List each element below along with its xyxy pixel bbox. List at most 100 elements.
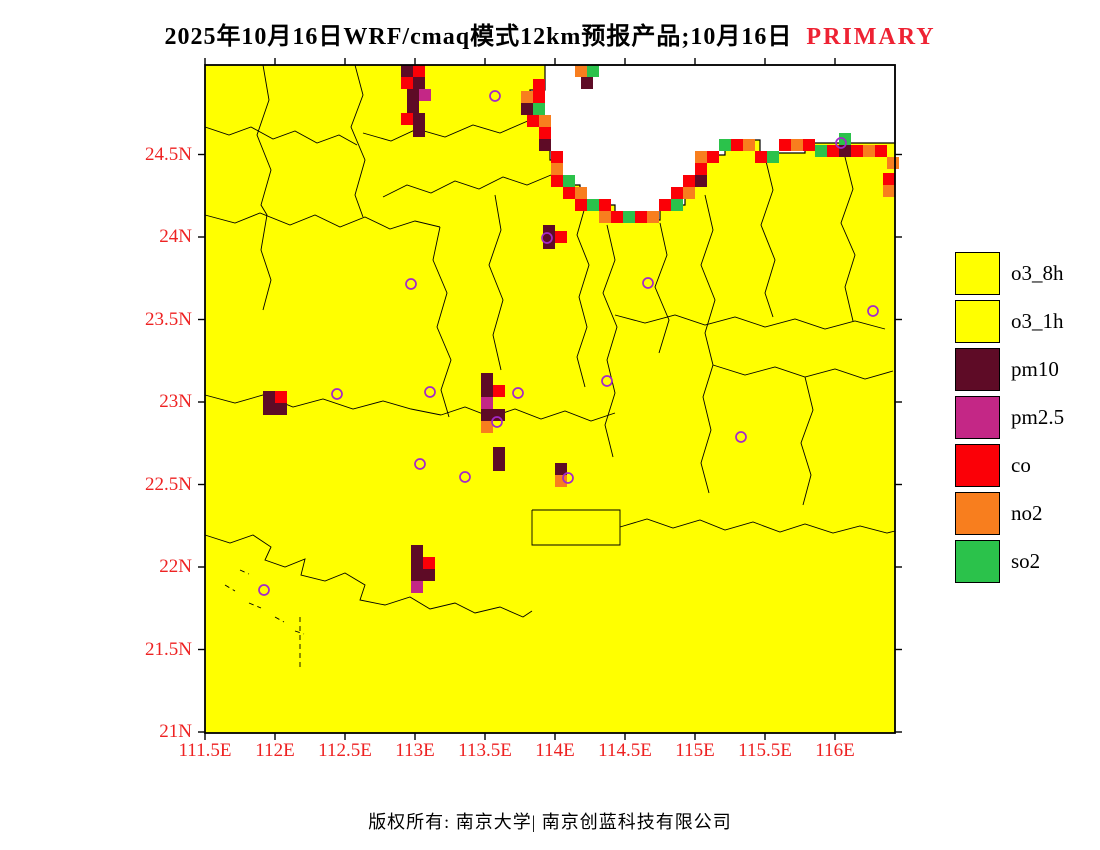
map-cell-pm10 (543, 225, 555, 237)
city-marker (405, 278, 417, 290)
map-cell-co (563, 187, 575, 199)
lat-tick-label: 22.5N (145, 473, 192, 495)
legend-label: o3_1h (1011, 309, 1064, 333)
city-marker (491, 416, 503, 428)
city-marker (512, 387, 524, 399)
map-cell-co (671, 187, 683, 199)
boundary-line (531, 509, 621, 546)
map-cell-no2 (647, 211, 659, 223)
map-cell-co (827, 145, 839, 157)
map-cell-so2 (767, 151, 779, 163)
map-cell-co (533, 79, 545, 91)
legend-item: no2 (955, 492, 1064, 535)
map-cell-pm10 (407, 89, 419, 101)
boundary-line (576, 206, 590, 388)
map-cell-pm10 (413, 77, 425, 89)
map-cell-no2 (695, 151, 707, 163)
city-marker (424, 386, 436, 398)
map-cell-no2 (743, 139, 755, 151)
lon-tick-label: 114E (535, 740, 575, 761)
boundary-line (204, 534, 533, 618)
legend-label: no2 (1011, 501, 1043, 525)
map-cell-co (551, 175, 563, 187)
boundary-line (840, 156, 856, 322)
map-cell-no2 (481, 421, 493, 433)
map-cell-pm10 (413, 113, 425, 125)
map-cell-co (731, 139, 743, 151)
lon-tick-label: 112.5E (318, 740, 372, 761)
copyright: 版权所有: 南京大学| 南京创蓝科技有限公司 (368, 812, 732, 832)
page-title: 2025年10月16日WRF/cmaq模式12km预报产品;10月16日 PRIM… (0, 16, 1100, 51)
boundary-line (248, 602, 262, 609)
map-cell-pm10 (263, 391, 275, 403)
boundary-line (204, 394, 442, 416)
forecast-map (198, 58, 902, 740)
map-cell-co (779, 139, 791, 151)
map-cell-pm10 (401, 65, 413, 77)
map-cell-pm10 (539, 139, 551, 151)
map-cell-so2 (815, 145, 827, 157)
city-marker (735, 431, 747, 443)
boundary-line (432, 226, 452, 418)
lon-tick-label: 115E (675, 740, 715, 761)
boundary-line (294, 630, 305, 635)
map-area (198, 58, 902, 740)
city-marker (601, 375, 613, 387)
map-cell-co (659, 199, 671, 211)
legend: o3_8h o3_1h pm10 pm2.5 co no2 so2 (955, 252, 1064, 588)
legend-item: pm2.5 (955, 396, 1064, 439)
map-cell-pm10 (413, 125, 425, 137)
map-cell-no2 (683, 187, 695, 199)
boundary-line (256, 64, 272, 311)
legend-swatch (955, 492, 1000, 535)
map-cell-no2 (883, 185, 895, 197)
map-cell-pm10 (493, 459, 505, 471)
city-marker (331, 388, 343, 400)
map-cell-co (883, 173, 895, 185)
boundary-line (204, 212, 441, 230)
map-cell-so2 (671, 199, 683, 211)
map-cell-no2 (599, 211, 611, 223)
boundary-line (204, 126, 358, 146)
map-cell-co (533, 91, 545, 103)
map-cell-no2 (521, 91, 533, 103)
legend-swatch (955, 444, 1000, 487)
legend-swatch (955, 252, 1000, 295)
map-cell-pm2.5 (419, 89, 431, 101)
lon-tick-label: 116E (815, 740, 855, 761)
map-cell-co (683, 175, 695, 187)
legend-swatch (955, 540, 1000, 583)
boundary-line (239, 569, 250, 575)
lon-tick-label: 113E (395, 740, 435, 761)
map-cell-so2 (587, 199, 599, 211)
map-cell-pm10 (411, 545, 423, 557)
legend-label: so2 (1011, 549, 1041, 573)
map-cell-co (555, 231, 567, 243)
map-cell-co (401, 113, 413, 125)
map-cell-pm2.5 (481, 397, 493, 409)
map-cell-pm10 (423, 569, 435, 581)
map-cell-no2 (575, 187, 587, 199)
map-cell-co (635, 211, 647, 223)
city-marker (562, 472, 574, 484)
legend-item: pm10 (955, 348, 1064, 391)
boundary-line (440, 406, 616, 422)
boundary-line (382, 174, 552, 198)
legend-swatch (955, 396, 1000, 439)
boundary-line (619, 518, 896, 534)
map-cell-pm10 (493, 447, 505, 459)
primary-pollutant-label: PRIMARY (806, 24, 936, 50)
map-cell-co (539, 127, 551, 139)
map-cell-co (707, 151, 719, 163)
map-cell-no2 (539, 115, 551, 127)
lon-tick-label: 113.5E (458, 740, 512, 761)
map-cell-co (803, 139, 815, 151)
title-text: 2025年10月16日WRF/cmaq模式12km预报产品;10月16日 (164, 24, 793, 50)
map-cell-so2 (719, 139, 731, 151)
lon-tick-label: 115.5E (738, 740, 792, 761)
boundary-line (700, 194, 716, 494)
boundary-line (760, 156, 776, 318)
boundary-line (602, 224, 618, 458)
map-frame (204, 64, 896, 734)
map-cell-co (551, 151, 563, 163)
